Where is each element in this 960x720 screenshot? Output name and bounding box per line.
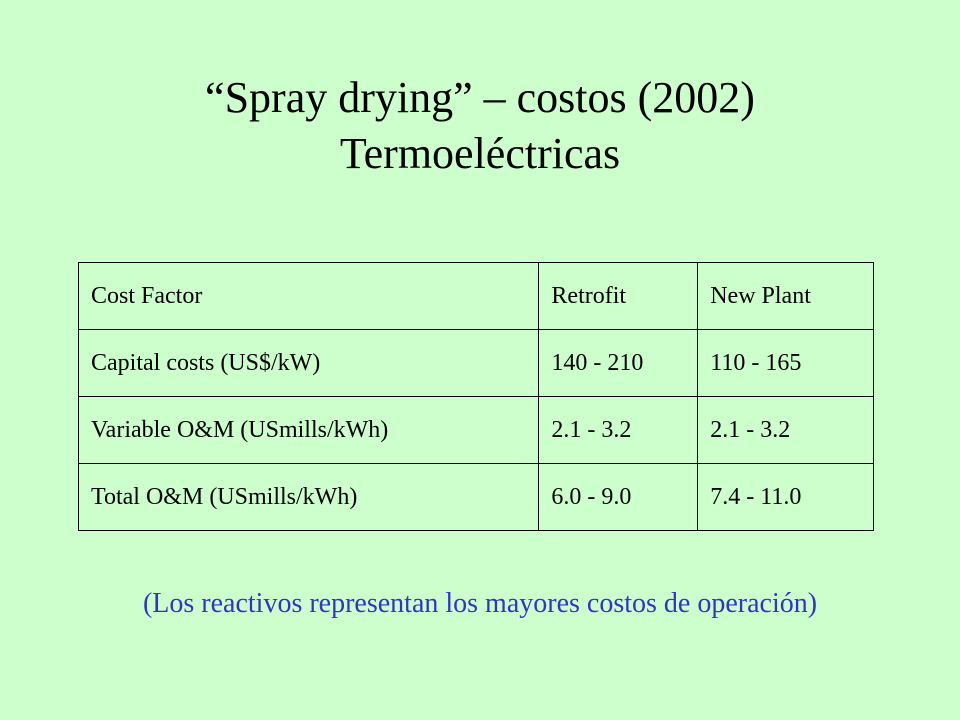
- header-cell-retrofit: Retrofit: [538, 262, 699, 330]
- table-cell: Capital costs (US$/kW): [77, 329, 540, 397]
- table-cell: 2.1 - 3.2: [697, 396, 874, 464]
- header-cell-cost-factor: Cost Factor: [77, 262, 540, 330]
- slide-title-line-2: Termoeléctricas: [339, 129, 621, 178]
- header-cell-new-plant: New Plant: [697, 262, 874, 330]
- table-row: Capital costs (US$/kW) 140 - 210 110 - 1…: [77, 329, 874, 397]
- footnote: (Los reactivos representan los mayores c…: [142, 588, 818, 619]
- table-header-row: Cost Factor Retrofit New Plant: [77, 262, 874, 330]
- table-cell: 110 - 165: [697, 329, 874, 397]
- table-cell: Variable O&M (USmills/kWh): [77, 396, 540, 464]
- table-cell: 140 - 210: [538, 329, 699, 397]
- cost-table: Cost Factor Retrofit New Plant Capital c…: [77, 262, 874, 531]
- slide-title: “Spray drying” – costos (2002) Termoeléc…: [0, 70, 960, 182]
- table-row: Variable O&M (USmills/kWh) 2.1 - 3.2 2.1…: [77, 396, 874, 464]
- table-cell: 6.0 - 9.0: [538, 463, 699, 531]
- table-cell: 2.1 - 3.2: [538, 396, 699, 464]
- table-cell: 7.4 - 11.0: [697, 463, 874, 531]
- table-row: Total O&M (USmills/kWh) 6.0 - 9.0 7.4 - …: [77, 463, 874, 531]
- slide-title-line-1: “Spray drying” – costos (2002): [205, 73, 755, 122]
- table-cell: Total O&M (USmills/kWh): [77, 463, 540, 531]
